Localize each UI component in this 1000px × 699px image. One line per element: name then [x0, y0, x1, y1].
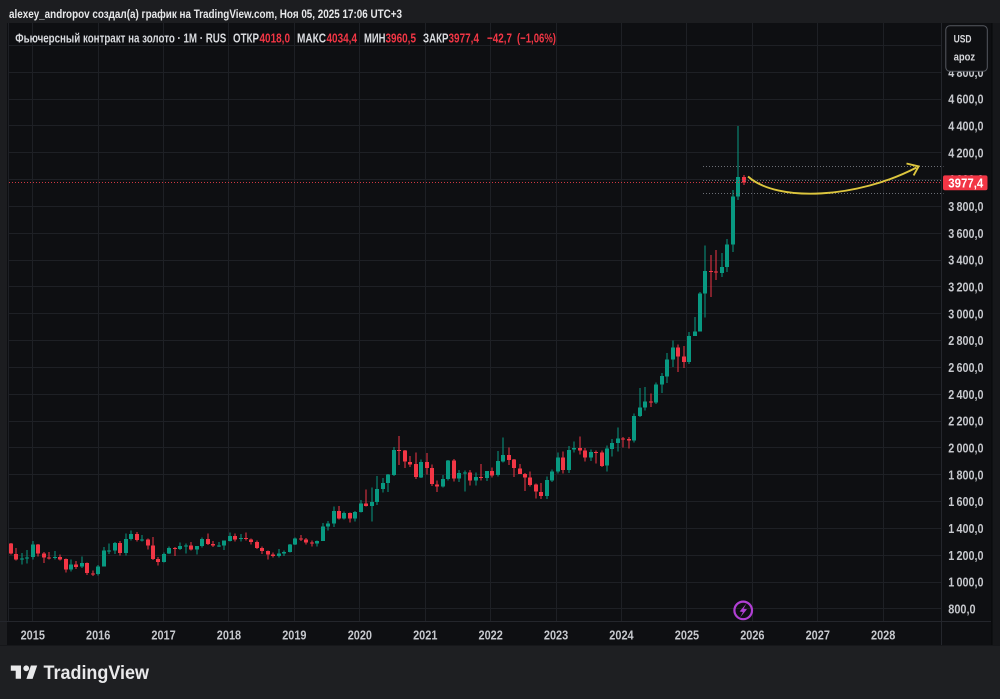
svg-text:3977,4: 3977,4	[449, 30, 480, 45]
svg-text:3 800,0: 3 800,0	[948, 200, 983, 214]
svg-text:3 600,0: 3 600,0	[948, 227, 983, 241]
svg-text:4 200,0: 4 200,0	[948, 146, 983, 160]
svg-text:2 000,0: 2 000,0	[948, 442, 983, 456]
svg-text:4 400,0: 4 400,0	[948, 119, 983, 133]
svg-text:2022: 2022	[479, 628, 503, 642]
svg-text:1 400,0: 1 400,0	[948, 522, 983, 536]
svg-text:2027: 2027	[806, 628, 830, 642]
svg-text:2018: 2018	[217, 628, 241, 642]
svg-text:1 600,0: 1 600,0	[948, 495, 983, 509]
svg-text:ОТКР: ОТКР	[233, 30, 259, 45]
svg-text:2024: 2024	[609, 628, 633, 642]
svg-text:МИН: МИН	[364, 30, 386, 45]
svg-text:ЗАКР: ЗАКР	[423, 30, 449, 45]
svg-text:2020: 2020	[348, 628, 372, 642]
svg-text:4018,0: 4018,0	[260, 30, 291, 45]
svg-text:3 400,0: 3 400,0	[948, 254, 983, 268]
svg-text:2028: 2028	[871, 628, 895, 642]
svg-text:800,0: 800,0	[948, 603, 975, 617]
svg-text:2026: 2026	[740, 628, 764, 642]
svg-text:apoz: apoz	[954, 51, 976, 63]
svg-text:Фьючерсный контракт на золото: Фьючерсный контракт на золото · 1M · RUS	[15, 30, 226, 45]
svg-text:2023: 2023	[544, 628, 568, 642]
svg-text:2 200,0: 2 200,0	[948, 415, 983, 429]
svg-text:1 000,0: 1 000,0	[948, 576, 983, 590]
svg-text:2 800,0: 2 800,0	[948, 334, 983, 348]
svg-text:4 600,0: 4 600,0	[948, 93, 983, 107]
svg-text:3977,4: 3977,4	[948, 175, 984, 190]
svg-text:2021: 2021	[413, 628, 437, 642]
svg-text:alexey_andropov создал(а) граф: alexey_andropov создал(а) график на Trad…	[9, 7, 402, 21]
svg-text:2 600,0: 2 600,0	[948, 361, 983, 375]
svg-text:2 400,0: 2 400,0	[948, 388, 983, 402]
svg-text:TradingView: TradingView	[44, 663, 150, 684]
svg-text:3 000,0: 3 000,0	[948, 307, 983, 321]
svg-text:4034,4: 4034,4	[327, 30, 358, 45]
svg-text:(−1,06%): (−1,06%)	[517, 30, 556, 45]
svg-text:−42,7: −42,7	[487, 30, 512, 45]
svg-text:2019: 2019	[282, 628, 306, 642]
svg-text:2025: 2025	[675, 628, 699, 642]
svg-text:1 200,0: 1 200,0	[948, 549, 983, 563]
svg-text:3960,5: 3960,5	[386, 30, 417, 45]
svg-text:1 800,0: 1 800,0	[948, 468, 983, 482]
svg-text:МАКС: МАКС	[297, 30, 326, 45]
svg-text:3 200,0: 3 200,0	[948, 281, 983, 295]
svg-text:USD: USD	[954, 33, 972, 45]
svg-text:2016: 2016	[86, 628, 110, 642]
svg-text:2015: 2015	[21, 628, 45, 642]
svg-text:2017: 2017	[151, 628, 175, 642]
